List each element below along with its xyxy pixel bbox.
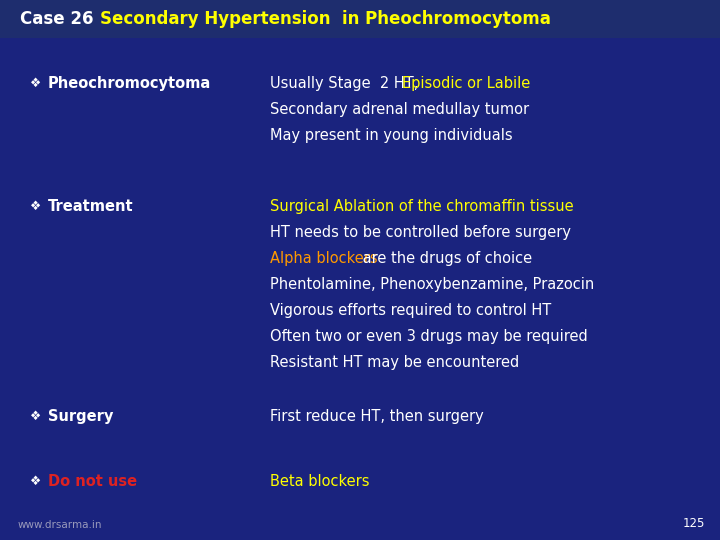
Text: Phentolamine, Phenoxybenzamine, Prazocin: Phentolamine, Phenoxybenzamine, Prazocin xyxy=(270,277,594,292)
Text: Treatment: Treatment xyxy=(48,199,134,214)
Text: www.drsarma.in: www.drsarma.in xyxy=(18,520,102,530)
Text: Vigorous efforts required to control HT: Vigorous efforts required to control HT xyxy=(270,303,552,318)
Text: HT needs to be controlled before surgery: HT needs to be controlled before surgery xyxy=(270,225,571,240)
Text: First reduce HT, then surgery: First reduce HT, then surgery xyxy=(270,409,484,424)
Text: Episodic or Labile: Episodic or Labile xyxy=(402,76,531,91)
Text: Beta blockers: Beta blockers xyxy=(270,474,369,489)
Bar xyxy=(0,0,720,38)
Text: Alpha blockers: Alpha blockers xyxy=(270,251,377,266)
Text: are the drugs of choice: are the drugs of choice xyxy=(359,251,532,266)
Text: Surgery: Surgery xyxy=(48,409,113,424)
Text: Secondary adrenal medullay tumor: Secondary adrenal medullay tumor xyxy=(270,102,529,117)
Text: May present in young individuals: May present in young individuals xyxy=(270,128,513,143)
Text: Case 26: Case 26 xyxy=(20,10,94,28)
Text: ❖: ❖ xyxy=(30,475,41,488)
Text: Pheochromocytoma: Pheochromocytoma xyxy=(48,76,211,91)
Text: Usually Stage  2 HT,: Usually Stage 2 HT, xyxy=(270,76,423,91)
Text: ❖: ❖ xyxy=(30,410,41,423)
Text: Resistant HT may be encountered: Resistant HT may be encountered xyxy=(270,355,519,370)
Text: ❖: ❖ xyxy=(30,77,41,90)
Text: Often two or even 3 drugs may be required: Often two or even 3 drugs may be require… xyxy=(270,329,588,344)
Text: Secondary Hypertension  in Pheochromocytoma: Secondary Hypertension in Pheochromocyto… xyxy=(100,10,551,28)
Text: ❖: ❖ xyxy=(30,200,41,213)
Text: Do not use: Do not use xyxy=(48,474,137,489)
Text: Surgical Ablation of the chromaffin tissue: Surgical Ablation of the chromaffin tiss… xyxy=(270,199,574,214)
Text: 125: 125 xyxy=(683,517,705,530)
